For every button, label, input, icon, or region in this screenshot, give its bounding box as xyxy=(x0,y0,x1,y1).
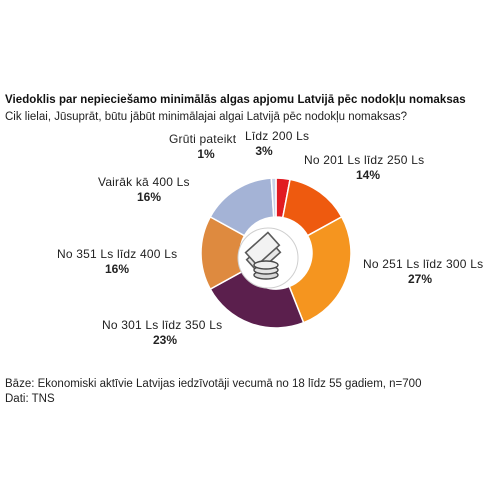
donut-slice-3 xyxy=(288,215,352,324)
chart-title: Viedoklis par nepieciešamo minimālās alg… xyxy=(5,94,466,106)
slice-label-6: Vairāk kā 400 Ls xyxy=(98,175,190,189)
slice-label-5: No 351 Ls līdz 400 Ls xyxy=(57,247,177,261)
chart-subtitle: Cik lielai, Jūsuprāt, būtu jābūt minimāl… xyxy=(5,111,408,123)
base-note: Bāze: Ekonomiski aktīvie Latvijas iedzīv… xyxy=(5,378,422,390)
slice-label-3: No 251 Ls līdz 300 Ls xyxy=(363,257,483,271)
chart-footer: Bāze: Ekonomiski aktīvie Latvijas iedzīv… xyxy=(5,377,421,407)
slice-label-7: Grūti pateikt xyxy=(169,132,237,146)
slice-label-1: Līdz 200 Ls xyxy=(245,129,309,143)
slice-value-1: 3% xyxy=(255,144,273,158)
slice-label-2: No 201 Ls līdz 250 Ls xyxy=(304,153,424,167)
slice-value-6: 16% xyxy=(137,190,161,204)
coins-and-banknotes-icon xyxy=(237,227,299,289)
slice-value-7: 1% xyxy=(197,147,215,161)
donut-slices xyxy=(200,177,352,329)
slice-label-4: No 301 Ls līdz 350 Ls xyxy=(102,318,222,332)
slice-value-4: 23% xyxy=(153,333,177,347)
slice-value-2: 14% xyxy=(356,168,380,182)
slice-value-5: 16% xyxy=(105,262,129,276)
donut-slice-7 xyxy=(270,177,277,218)
donut-slice-4 xyxy=(209,269,305,329)
slice-value-3: 27% xyxy=(408,272,432,286)
source-note: Dati: TNS xyxy=(5,393,55,405)
